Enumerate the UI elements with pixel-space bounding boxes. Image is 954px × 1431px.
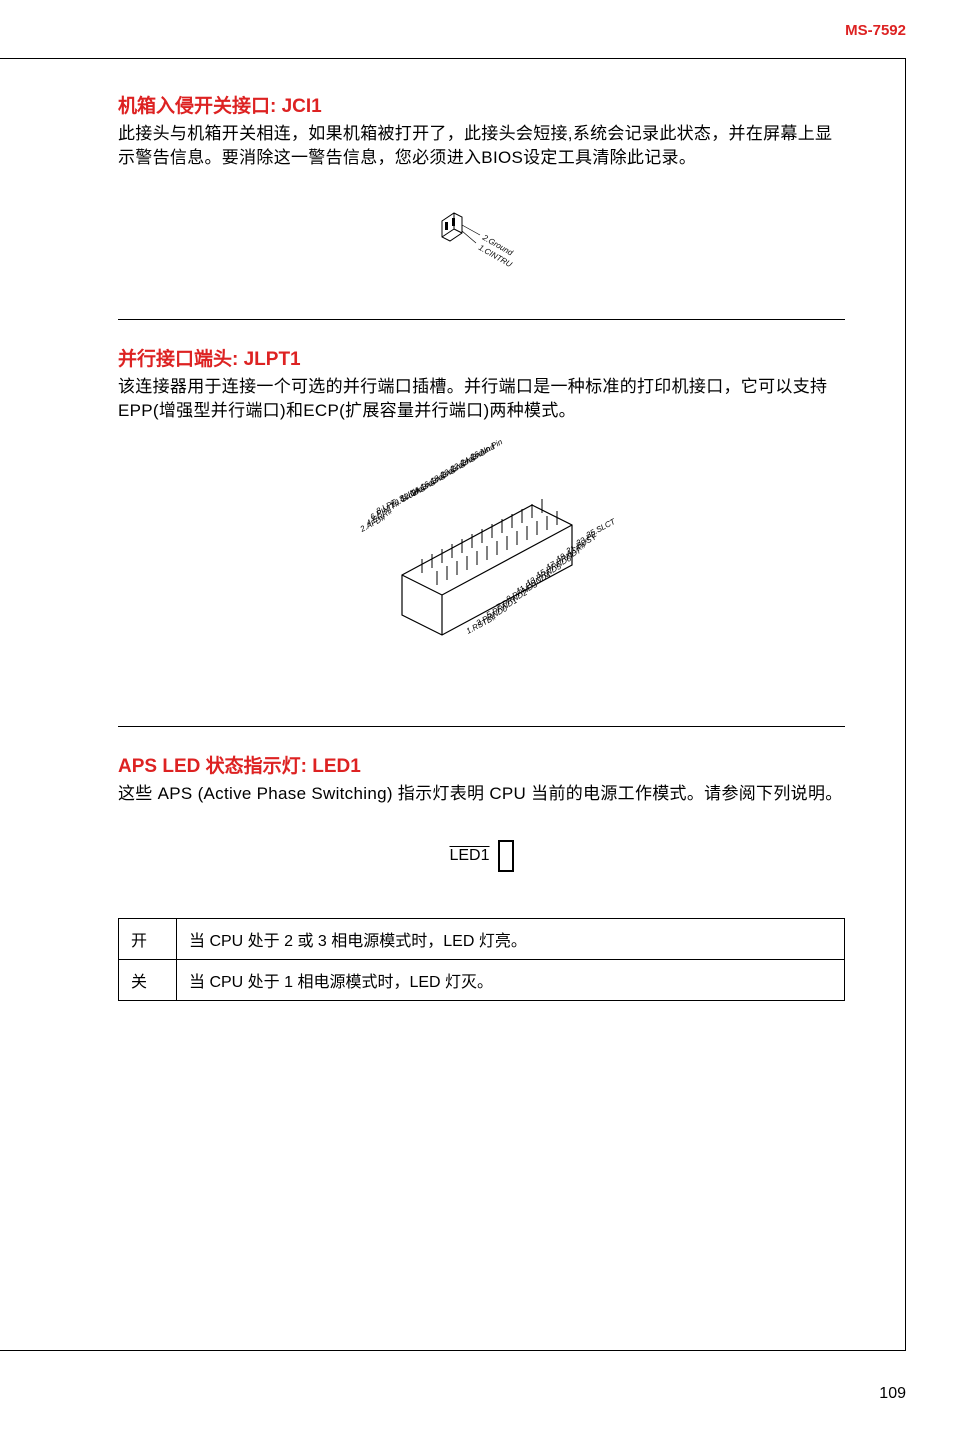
model-number: MS-7592 (845, 22, 906, 39)
section-aps: APS LED 状态指示灯: LED1 这些 APS (Active Phase… (118, 751, 845, 1001)
aps-state-cell: 关 (119, 960, 177, 1001)
jlpt-connector-svg: 26.No Pin 24.Ground 22.Ground 20.Ground … (252, 440, 712, 690)
aps-state-cell: 开 (119, 919, 177, 960)
divider-2 (118, 726, 845, 727)
page-border: 机箱入侵开关接口: JCI1 此接头与机箱开关相连，如果机箱被打开了，此接头会短… (0, 58, 906, 1351)
led-label: LED1 (449, 847, 489, 865)
content-area: 机箱入侵开关接口: JCI1 此接头与机箱开关相连，如果机箱被打开了，此接头会短… (0, 59, 905, 1067)
jci-body: 此接头与机箱开关相连，如果机箱被打开了，此接头会短接,系统会记录此状态，并在屏幕… (118, 122, 845, 171)
jci-connector-svg: 2.Ground 1.CINTRU (412, 193, 552, 283)
jci-title: 机箱入侵开关接口: JCI1 (118, 91, 845, 118)
jlpt-title: 并行接口端头: JLPT1 (118, 344, 845, 371)
jlpt-left-labels: 26.No Pin 24.Ground 22.Ground 20.Ground … (357, 440, 504, 534)
aps-body: 这些 APS (Active Phase Switching) 指示灯表明 CP… (118, 782, 845, 806)
led-diagram: LED1 (118, 840, 845, 872)
jci-diagram: 2.Ground 1.CINTRU (118, 193, 845, 283)
page-number: 109 (879, 1385, 906, 1403)
table-row: 开 当 CPU 处于 2 或 3 相电源模式时，LED 灯亮。 (119, 919, 845, 960)
jlpt-body: 该连接器用于连接一个可选的并行端口插槽。并行端口是一种标准的打印机接口，它可以支… (118, 375, 845, 424)
aps-desc-cell: 当 CPU 处于 1 相电源模式时，LED 灯灭。 (177, 960, 845, 1001)
divider-1 (118, 319, 845, 320)
jlpt-diagram: 26.No Pin 24.Ground 22.Ground 20.Ground … (118, 440, 845, 690)
aps-title: APS LED 状态指示灯: LED1 (118, 751, 845, 778)
section-jlpt: 并行接口端头: JLPT1 该连接器用于连接一个可选的并行端口插槽。并行端口是一… (118, 344, 845, 690)
aps-table: 开 当 CPU 处于 2 或 3 相电源模式时，LED 灯亮。 关 当 CPU … (118, 918, 845, 1001)
aps-desc-cell: 当 CPU 处于 2 或 3 相电源模式时，LED 灯亮。 (177, 919, 845, 960)
led-box-icon (498, 840, 514, 872)
section-jci: 机箱入侵开关接口: JCI1 此接头与机箱开关相连，如果机箱被打开了，此接头会短… (118, 91, 845, 283)
table-row: 关 当 CPU 处于 1 相电源模式时，LED 灯灭。 (119, 960, 845, 1001)
